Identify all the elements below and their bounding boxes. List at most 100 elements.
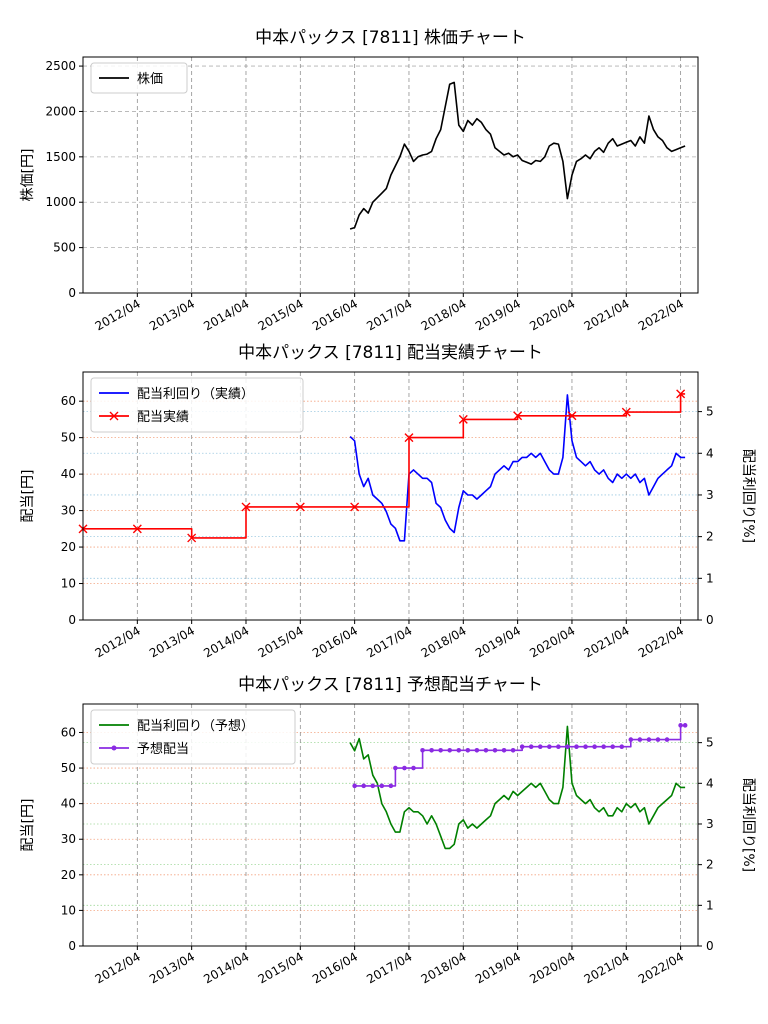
x-tick-label: 2015/04	[256, 623, 306, 660]
forecast-marker	[583, 744, 588, 750]
y-axis-right-label: 配当利回り[%]	[740, 778, 756, 872]
forecast-marker	[655, 737, 661, 742]
x-tick-label: 2016/04	[310, 296, 360, 333]
y-right-tick-label: 4	[706, 776, 714, 790]
y-tick-label: 0	[68, 939, 76, 953]
legend-box	[90, 377, 304, 433]
y-tick-label: 30	[61, 504, 76, 518]
forecast-marker	[574, 744, 579, 750]
x-tick-label: 2016/04	[310, 623, 360, 660]
x-tick-label: 2013/04	[147, 949, 197, 986]
legend-label: 配当利回り（予想）	[137, 718, 254, 734]
x-tick-label: 2021/04	[582, 949, 632, 986]
series-line	[349, 394, 686, 542]
y-axis-label: 配当[円]	[20, 470, 36, 523]
x-tick-label: 2013/04	[147, 623, 197, 660]
forecast-marker	[361, 783, 366, 789]
dividend-marker	[676, 389, 686, 399]
series-line	[354, 724, 686, 787]
legend-marker	[109, 411, 119, 421]
y-right-tick-label: 2	[706, 858, 714, 872]
x-tick-label: 2018/04	[419, 623, 469, 660]
y-axis-label: 配当[円]	[20, 799, 36, 852]
forecast-marker	[438, 747, 443, 753]
legend-label: 株価	[137, 72, 163, 87]
forecast-marker	[411, 765, 416, 771]
forecast-marker	[537, 744, 543, 750]
series-line	[349, 725, 686, 850]
y-tick-label: 500	[53, 241, 76, 255]
forecast-marker	[501, 747, 507, 753]
x-tick-label: 2017/04	[364, 296, 414, 333]
x-tick-label: 2012/04	[93, 949, 143, 986]
forecast-marker	[483, 747, 489, 753]
forecast-marker	[619, 744, 625, 750]
x-tick-label: 2017/04	[364, 949, 414, 986]
y-axis-right-label: 配当利回り[%]	[740, 449, 756, 543]
forecast-marker	[682, 723, 688, 728]
forecast-marker	[519, 744, 525, 750]
forecast-marker	[601, 744, 606, 750]
forecast-marker	[565, 744, 570, 750]
forecast-marker	[370, 783, 376, 789]
x-tick-label: 2018/04	[419, 296, 469, 333]
dividend-marker	[513, 411, 523, 421]
y-right-tick-label: 5	[706, 736, 714, 750]
x-tick-label: 2014/04	[201, 949, 251, 986]
forecast-marker	[447, 747, 453, 753]
forecast-marker	[352, 783, 357, 789]
x-tick-label: 2014/04	[201, 623, 251, 660]
x-tick-label: 2021/04	[582, 623, 632, 660]
plot-frame	[82, 703, 699, 947]
y-right-tick-label: 2	[706, 530, 714, 544]
dividend-marker	[241, 502, 251, 512]
x-tick-label: 2018/04	[419, 949, 469, 986]
forecast-marker	[456, 747, 462, 753]
y-tick-label: 0	[68, 613, 76, 627]
y-right-tick-label: 1	[706, 898, 714, 912]
y-right-tick-label: 0	[706, 613, 714, 627]
forecast-marker	[465, 747, 471, 753]
x-tick-label: 2020/04	[527, 949, 577, 986]
legend-box	[90, 709, 296, 765]
forecast-marker	[547, 744, 552, 750]
y-tick-label: 60	[61, 725, 76, 739]
y-tick-label: 40	[61, 797, 76, 811]
forecast-marker	[556, 744, 561, 750]
forecast-marker	[646, 737, 652, 742]
dividend-marker	[295, 502, 305, 512]
dividend-marker	[404, 433, 414, 443]
forecast-marker	[592, 744, 597, 750]
forecast-marker	[388, 783, 394, 789]
dividend-marker	[458, 414, 468, 424]
x-tick-label: 2012/04	[93, 623, 143, 660]
x-tick-label: 2015/04	[256, 949, 306, 986]
x-tick-label: 2019/04	[473, 949, 523, 986]
y-right-tick-label: 3	[706, 817, 714, 831]
y-tick-label: 50	[61, 761, 76, 775]
x-tick-label: 2014/04	[201, 296, 251, 333]
y-right-tick-label: 3	[706, 488, 714, 502]
legend-label: 配当実績	[137, 409, 189, 425]
dividend-marker	[132, 524, 142, 534]
legend: 配当利回り（実績） 配当実績	[90, 377, 304, 433]
y-tick-label: 50	[61, 431, 76, 445]
x-tick-label: 2013/04	[147, 296, 197, 333]
forecast-marker	[678, 723, 683, 728]
y-tick-label: 10	[61, 577, 76, 591]
y-tick-label: 1000	[45, 195, 76, 209]
legend-label: 配当利回り（実績）	[137, 386, 254, 402]
y-right-tick-label: 5	[706, 405, 714, 419]
forecast-marker	[379, 783, 385, 789]
x-tick-label: 2020/04	[527, 296, 577, 333]
x-tick-label: 2020/04	[527, 623, 577, 660]
legend-marker	[111, 745, 117, 751]
forecast-marker	[528, 744, 534, 750]
forecast-marker	[637, 737, 643, 742]
forecast-marker	[510, 747, 516, 753]
chart-title: 中本パックス [7811] 株価チャート	[255, 28, 526, 48]
forecast-marker	[664, 737, 670, 742]
forecast-marker	[610, 744, 616, 750]
y-right-tick-label: 1	[706, 571, 714, 585]
forecast-marker	[393, 765, 398, 771]
